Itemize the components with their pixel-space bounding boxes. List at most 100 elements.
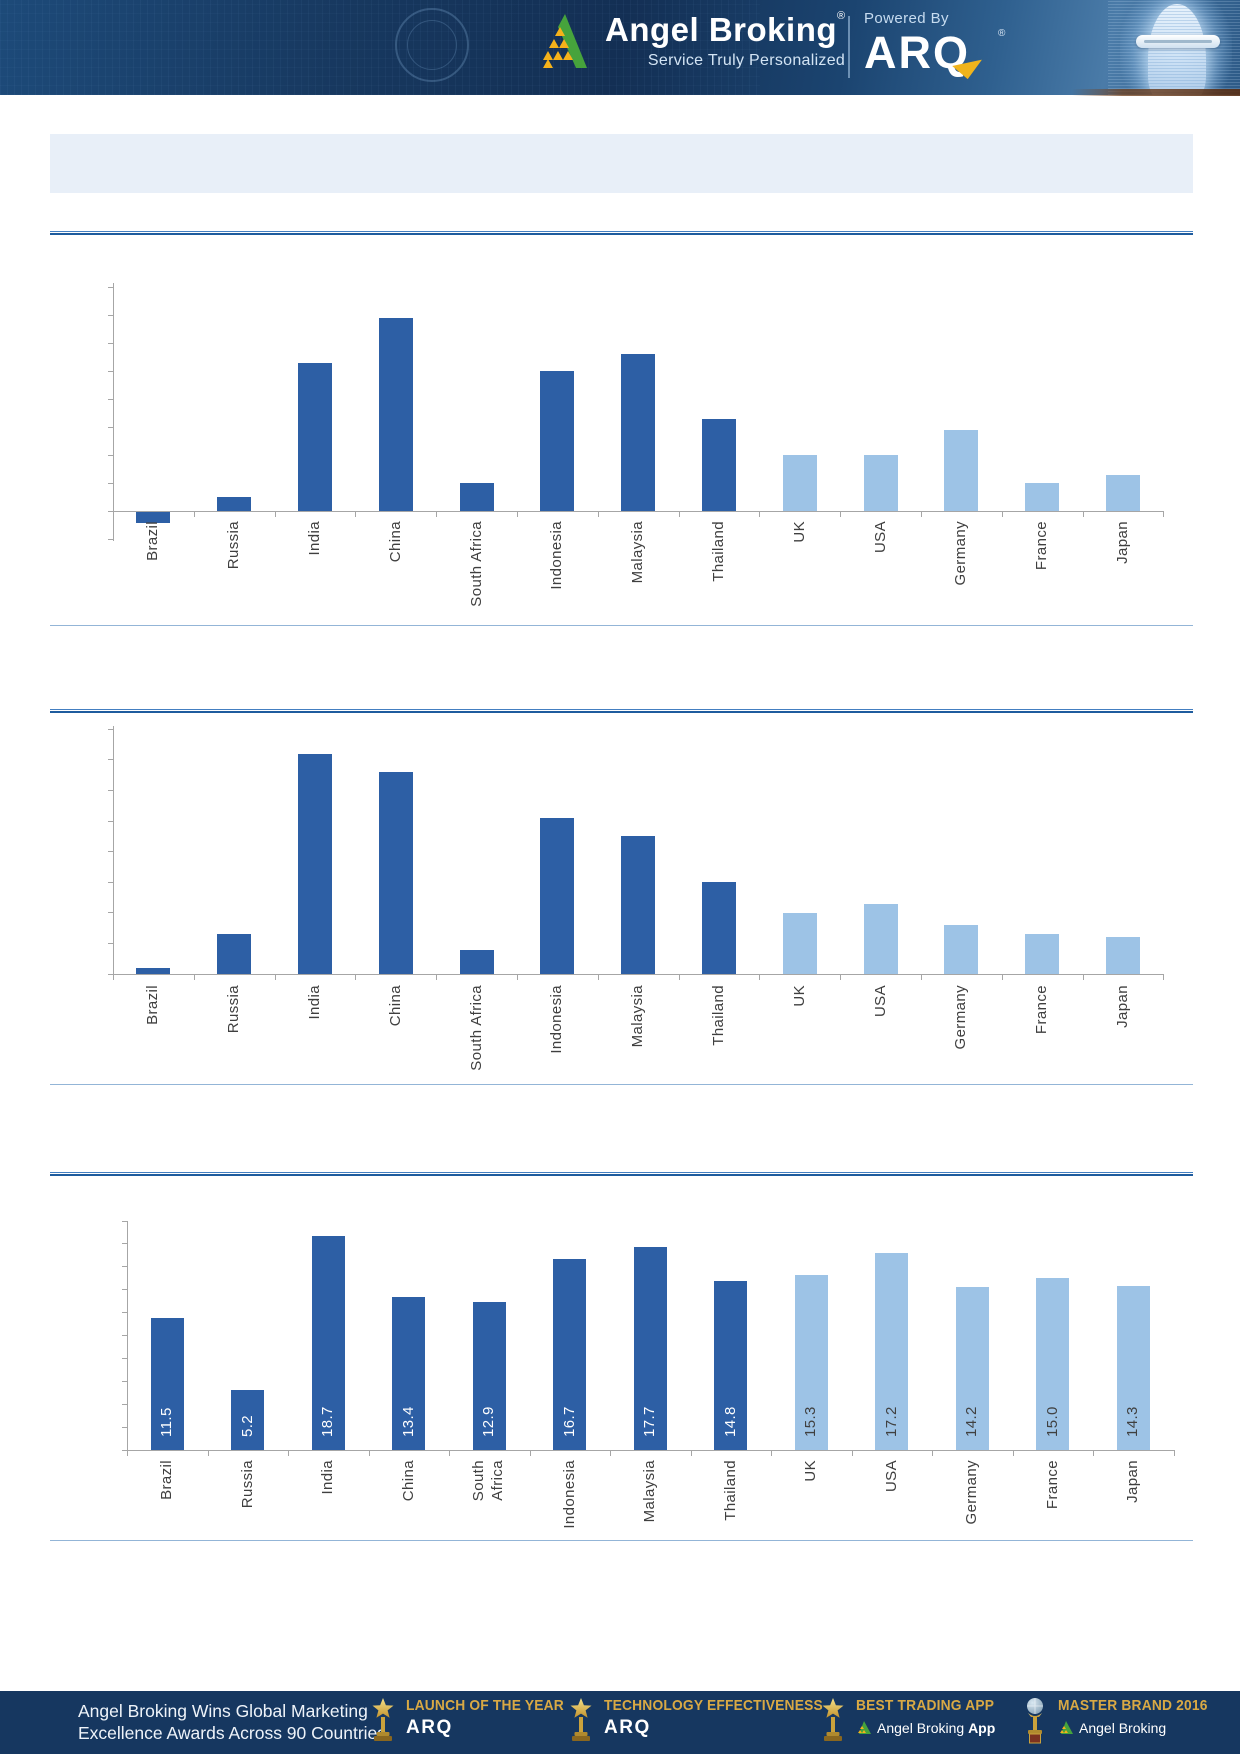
x-axis [113, 974, 1164, 975]
x-axis-label: Brazil [144, 985, 162, 1025]
bar-germany [944, 925, 979, 974]
bar-value-label: 12.9 [480, 1406, 498, 1437]
y-axis-tick [108, 973, 113, 975]
bar-uk [782, 912, 817, 974]
y-axis-tick [122, 1312, 127, 1314]
x-axis-label: France [1033, 985, 1051, 1035]
x-axis-label: Russia [225, 521, 243, 570]
y-axis-tick [108, 538, 113, 540]
x-axis-tick [127, 1450, 128, 1456]
y-axis-tick [122, 1403, 127, 1405]
x-axis-label: Russia [225, 985, 243, 1034]
x-axis-label: UK [802, 1460, 820, 1482]
brand-registered-mark: ® [837, 10, 846, 22]
x-axis-tick [1001, 974, 1003, 980]
bar-usa [875, 1253, 909, 1450]
star-trophy-icon [822, 1698, 844, 1741]
y-axis-tick [108, 482, 113, 484]
y-axis-tick [122, 1380, 127, 1382]
bar-value-label: 16.7 [560, 1406, 578, 1437]
award-technology-effectiveness: TECHNOLOGY EFFECTIVENESS ARQ [566, 1697, 842, 1747]
photo-edge-decor [1072, 89, 1240, 96]
x-axis-label: USA [882, 1460, 900, 1493]
x-axis-label: India [306, 521, 323, 556]
x-axis-tick [759, 974, 761, 980]
x-axis-label: Malaysia [629, 985, 647, 1048]
robot-visor [1136, 35, 1220, 48]
y-axis-tick [108, 370, 113, 372]
y-axis [127, 1221, 128, 1451]
award-launch-of-the-year: LAUNCH OF THE YEAR ARQ [368, 1697, 578, 1747]
y-axis-tick [108, 851, 113, 853]
x-axis-label: UK [790, 521, 808, 543]
y-axis-tick [122, 1289, 127, 1291]
award-title: MASTER BRAND 2016 [1058, 1697, 1208, 1714]
globe-trophy-icon [1027, 1698, 1043, 1744]
x-axis-label: Indonesia [560, 1460, 578, 1529]
bar-brazil [136, 512, 171, 524]
x-axis-tick [355, 511, 357, 517]
x-axis [113, 511, 1164, 512]
section-rule-thin-2 [50, 1084, 1193, 1085]
x-axis-tick [113, 511, 114, 517]
y-axis-tick [122, 1243, 127, 1245]
bar-china [378, 772, 413, 974]
x-axis-label: South Africa [467, 521, 485, 607]
x-axis-tick [436, 974, 438, 980]
x-axis [127, 1450, 1174, 1451]
x-axis-tick [932, 1450, 933, 1456]
award-product-arq: ARQ [604, 1717, 651, 1738]
x-axis-tick [529, 1450, 531, 1456]
bar-value-label: 13.4 [399, 1406, 417, 1437]
x-axis-tick [355, 974, 357, 980]
x-axis-label: China [386, 985, 404, 1027]
award-product-bold: App [968, 1720, 996, 1736]
x-axis-label: Russia [238, 1460, 256, 1509]
x-axis-label: India [306, 985, 323, 1020]
header-divider [848, 16, 850, 78]
x-axis-tick [1093, 1450, 1094, 1456]
bar-brazil [136, 967, 171, 974]
footer-headline-line2: Excellence Awards Across 90 Countries [78, 1723, 387, 1743]
robot-head [1148, 4, 1206, 95]
bar-russia [217, 934, 252, 974]
award-product-name: Angel Broking [877, 1720, 965, 1736]
x-axis-tick [1012, 1450, 1014, 1456]
bar-value-label: 14.8 [721, 1406, 739, 1437]
angel-triangle-icon [1060, 1721, 1073, 1734]
x-axis-tick [597, 974, 599, 980]
x-axis-tick [1173, 1450, 1175, 1456]
award-title: BEST TRADING APP [856, 1697, 995, 1714]
x-axis-tick [436, 511, 438, 517]
x-axis-label: India [319, 1460, 337, 1495]
y-axis-tick [108, 314, 113, 316]
x-axis-label: Indonesia [548, 985, 566, 1054]
y-axis-tick [108, 398, 113, 400]
y-axis-tick [122, 1220, 127, 1222]
x-axis-label: Brazil [144, 521, 162, 561]
section-rule-thin-3 [50, 1540, 1193, 1541]
arq-registered-mark: ® [998, 28, 1006, 39]
x-axis-label: Indonesia [548, 521, 566, 590]
holographic-head-graphic [1108, 0, 1240, 95]
y-axis-tick [108, 286, 113, 288]
bar-value-label: 17.7 [641, 1406, 659, 1437]
footer-headline-line1: Angel Broking Wins Global Marketing [78, 1701, 368, 1721]
circuit-ring-decor [407, 20, 457, 70]
x-axis-tick [1082, 974, 1084, 980]
x-axis-tick [193, 511, 195, 517]
bar-malaysia [633, 1247, 667, 1450]
x-axis-label: Africa [489, 1460, 507, 1501]
bar-india [298, 362, 332, 511]
arq-logo: ARQ [864, 27, 970, 78]
award-product: Angel Broking [1058, 1720, 1221, 1736]
bar-japan [1106, 937, 1140, 974]
y-axis-tick [108, 510, 113, 512]
brand-name: Angel Broking [605, 11, 838, 48]
bar-south-africa [459, 949, 494, 974]
x-axis-label: China [386, 521, 404, 563]
section-rule-bold-2 [50, 709, 1193, 713]
x-axis-label: Brazil [158, 1460, 176, 1500]
y-axis-tick [108, 942, 113, 944]
y-axis-tick [108, 728, 113, 730]
